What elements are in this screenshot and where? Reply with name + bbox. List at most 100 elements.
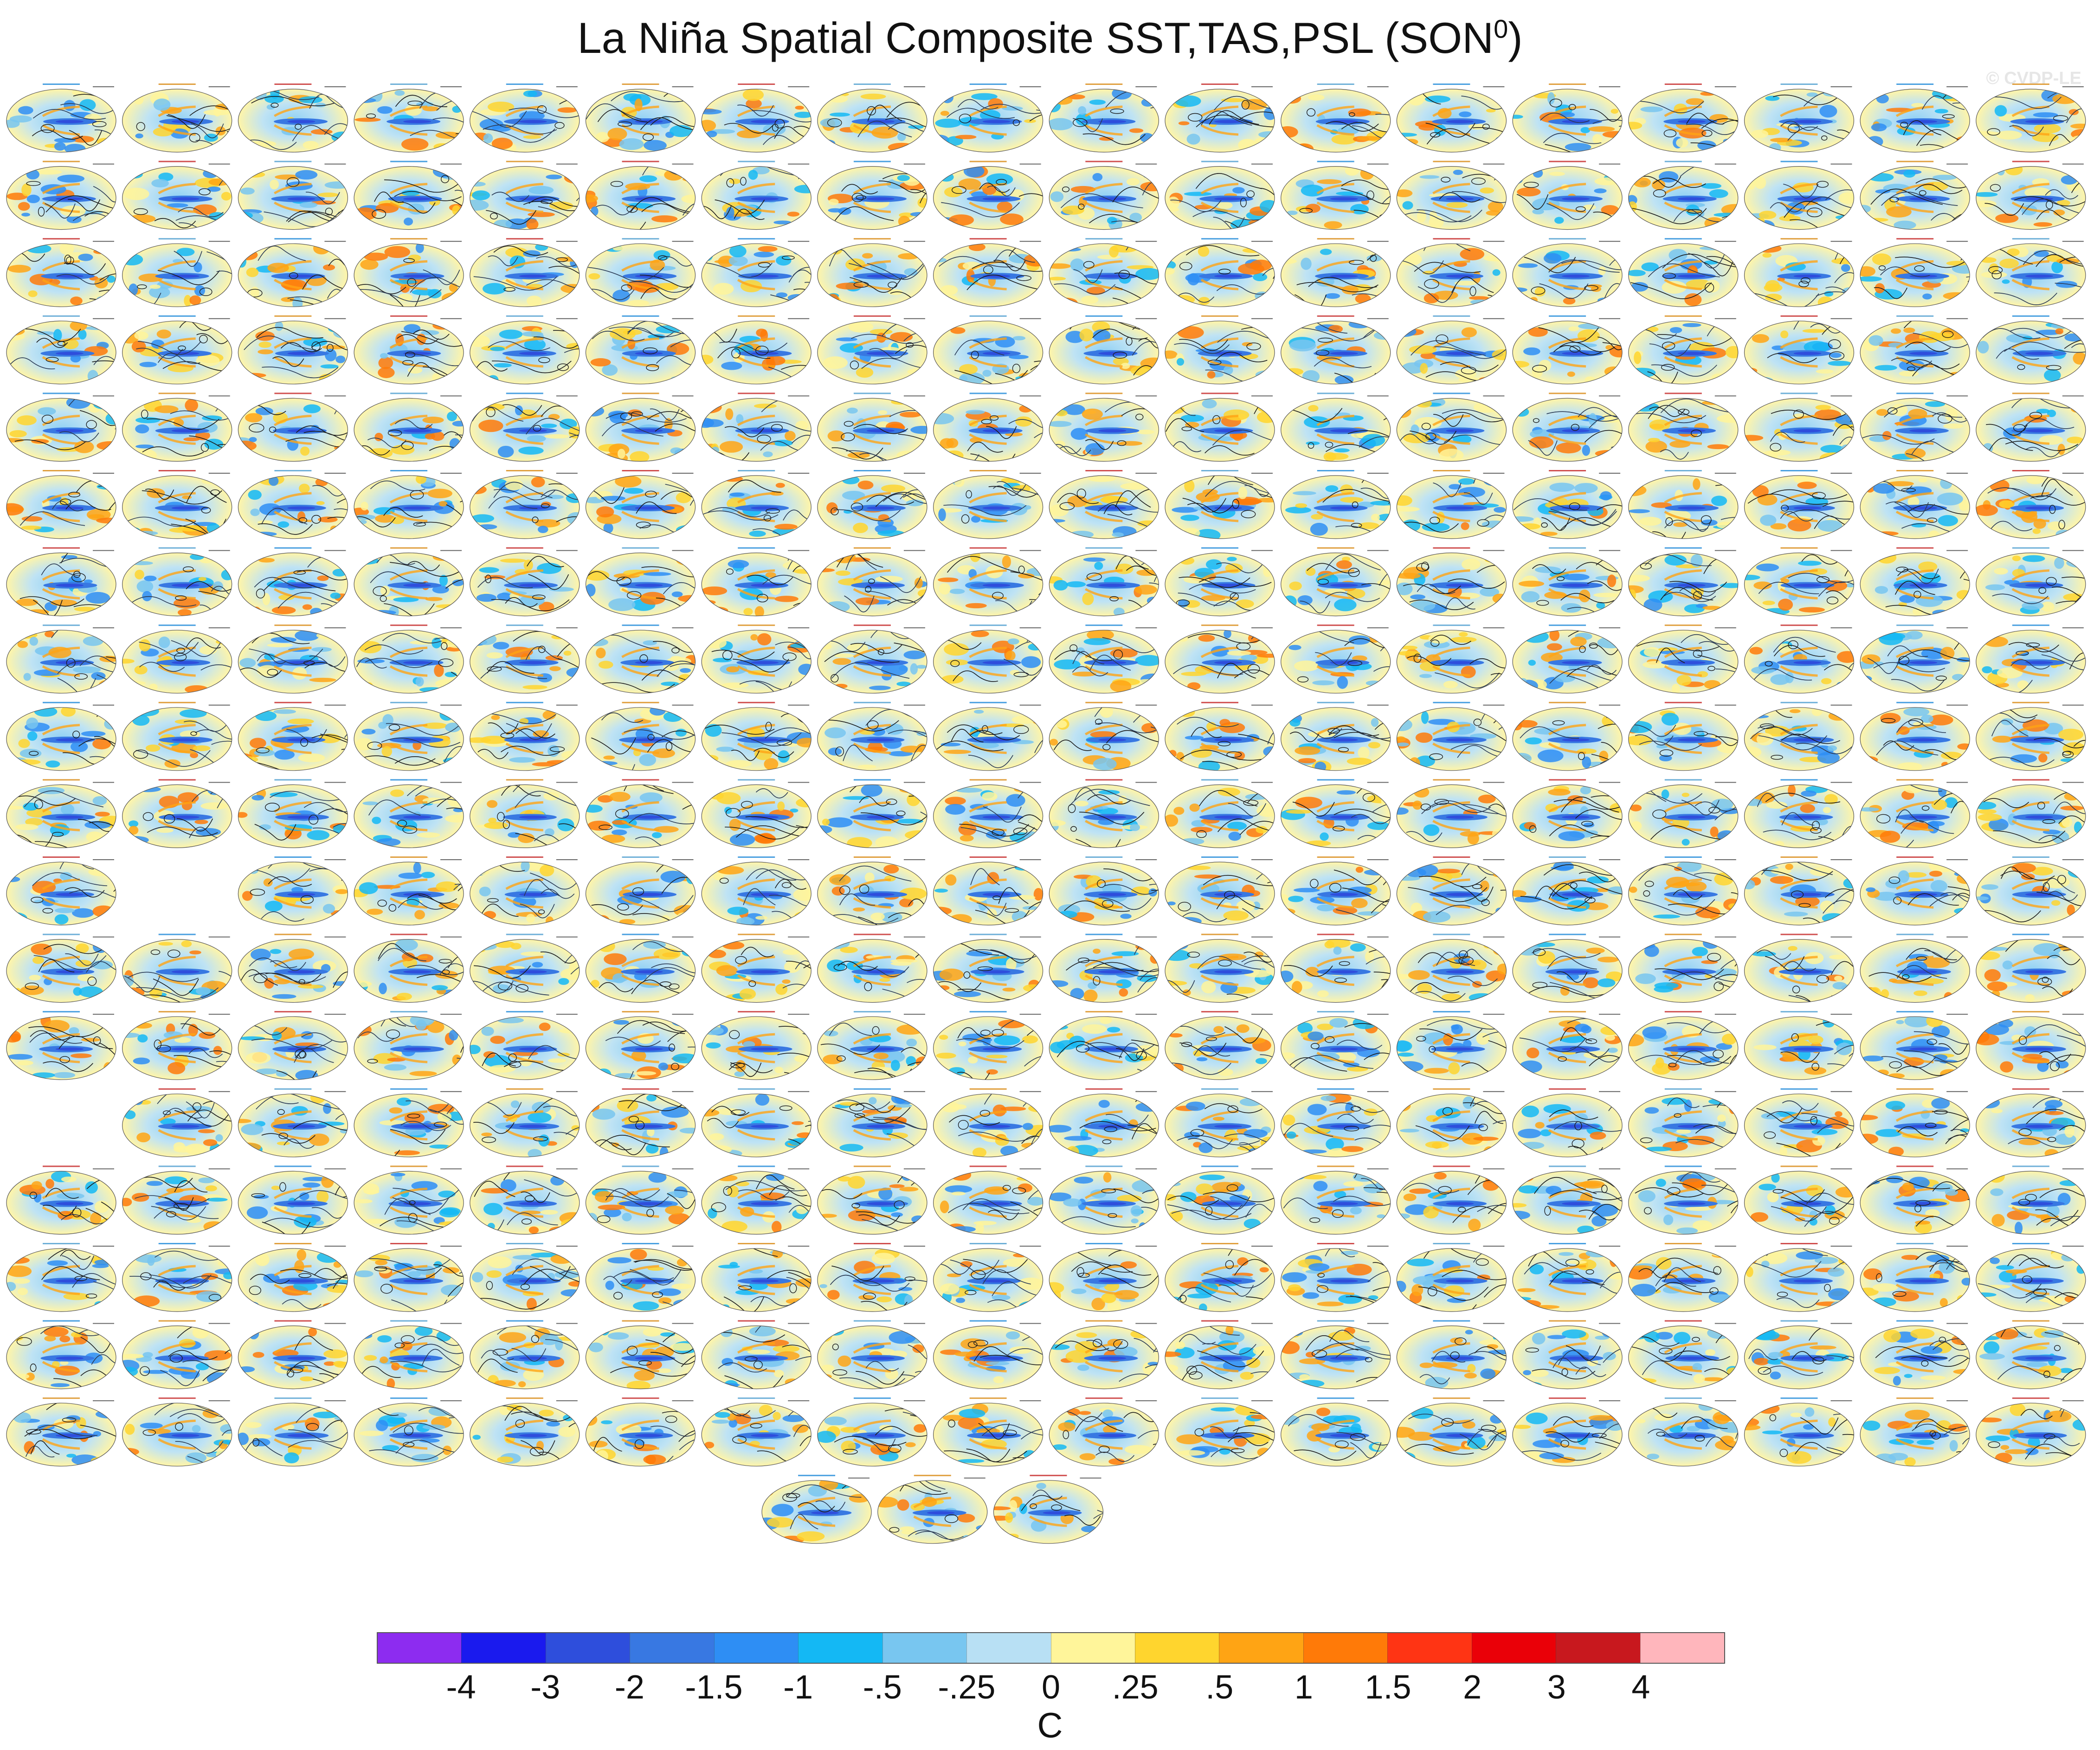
panel-header-mark (622, 547, 659, 549)
anomaly-blob (104, 399, 116, 405)
warm-horseshoe-arm (1780, 260, 1818, 272)
panel-header-mark (274, 547, 312, 549)
anomaly-blob (1756, 244, 1782, 253)
pressure-contour (1092, 328, 1148, 340)
warm-horseshoe-arm (1548, 105, 1586, 117)
map-panel (1976, 392, 2086, 462)
pressure-contour (1196, 115, 1275, 128)
pressure-contour (1673, 209, 1719, 222)
anomaly-blob (1676, 138, 1688, 148)
anomaly-blob (144, 575, 157, 581)
pressure-contour (1201, 110, 1252, 126)
anomaly-blob (1711, 373, 1726, 382)
anomaly-blob (1028, 643, 1043, 651)
anomaly-blob (83, 636, 103, 646)
anomaly-blob (1835, 414, 1854, 425)
panel-header-mark (853, 161, 891, 162)
panel-stats-mark (788, 627, 810, 629)
anomaly-blob (505, 479, 523, 490)
anomaly-blob (1513, 516, 1534, 522)
anomaly-blob (1633, 398, 1653, 408)
cold-tongue-core (403, 429, 432, 432)
anomaly-blob (1798, 607, 1825, 613)
pressure-contour (1686, 123, 1738, 135)
anomaly-blob (1871, 123, 1887, 132)
anomaly-blob (281, 297, 295, 302)
anomaly-blob (1086, 287, 1105, 295)
cold-tongue-core (2025, 506, 2053, 510)
pressure-contour-closed (646, 364, 659, 371)
panel-header-mark (738, 547, 775, 549)
cold-tongue-core (403, 352, 432, 355)
anomaly-blob (702, 120, 716, 132)
anomaly-blob (1903, 170, 1916, 178)
warm-horseshoe-arm (969, 414, 1007, 426)
anomaly-blob (6, 119, 20, 128)
warm-horseshoe-arm (737, 433, 775, 445)
cold-tongue-core (982, 120, 1011, 123)
pressure-contour-closed (1315, 349, 1330, 356)
panel-stats-mark (324, 86, 346, 87)
panel-header-mark (853, 470, 891, 471)
panel-header-mark (853, 701, 891, 703)
pressure-contour (834, 206, 894, 221)
anomaly-blob (1289, 719, 1301, 727)
anomaly-blob (1875, 586, 1888, 594)
anomaly-blob (750, 634, 758, 641)
anomaly-blob (586, 476, 597, 484)
anomaly-blob (1486, 109, 1496, 113)
panel-header-mark (506, 547, 543, 549)
anomaly-blob (1528, 660, 1536, 666)
anomaly-blob (896, 450, 918, 460)
warm-horseshoe-arm (274, 183, 312, 194)
anomaly-blob (1419, 175, 1440, 179)
anomaly-blob (890, 332, 913, 342)
anomaly-blob (1182, 374, 1191, 384)
anomaly-blob (1648, 438, 1660, 443)
panel-stats-mark (324, 550, 346, 551)
panel-stats-mark (440, 86, 462, 87)
anomaly-blob (1429, 215, 1444, 228)
pressure-contour (67, 199, 101, 212)
anomaly-blob (773, 220, 792, 225)
pressure-contour-closed (57, 341, 65, 346)
panel-header-mark (390, 315, 428, 317)
anomaly-blob (433, 143, 451, 151)
pressure-contour-closed (1482, 123, 1490, 130)
anomaly-blob (713, 283, 734, 295)
map-panel (1628, 547, 1739, 617)
pressure-contour (1590, 109, 1623, 122)
anomaly-blob (1072, 671, 1097, 677)
warm-horseshoe-arm (42, 433, 80, 445)
pressure-contour (841, 184, 878, 194)
panel-header-mark (738, 701, 775, 703)
panel-header-mark (1317, 392, 1354, 394)
cold-tongue-core (1793, 661, 1822, 664)
pressure-contour (1142, 181, 1159, 196)
warm-horseshoe-arm (1780, 183, 1818, 194)
pressure-contour-closed (490, 212, 498, 219)
pressure-contour (1643, 176, 1681, 188)
anomaly-blob (1049, 714, 1066, 721)
panel-stats-mark (556, 163, 578, 165)
anomaly-blob (1334, 598, 1357, 611)
panel-header-mark (969, 701, 1007, 703)
pressure-contour (1185, 245, 1260, 257)
pressure-contour (486, 210, 537, 225)
anomaly-blob (1762, 450, 1778, 461)
pressure-contour (1906, 359, 1960, 369)
anomaly-blob (98, 680, 116, 690)
warm-horseshoe-arm (2011, 201, 2050, 213)
anomaly-blob (258, 349, 273, 354)
anomaly-blob (675, 728, 687, 737)
panel-header-mark (969, 547, 1007, 549)
panel-header-mark (43, 84, 80, 85)
map-outline (122, 321, 232, 385)
anomaly-blob (1819, 104, 1837, 118)
anomaly-blob (537, 563, 562, 574)
cold-tongue-core (1330, 274, 1358, 278)
anomaly-blob (946, 659, 969, 666)
anomaly-blob (299, 202, 317, 208)
anomaly-blob (1752, 485, 1769, 498)
anomaly-blob (950, 327, 966, 334)
